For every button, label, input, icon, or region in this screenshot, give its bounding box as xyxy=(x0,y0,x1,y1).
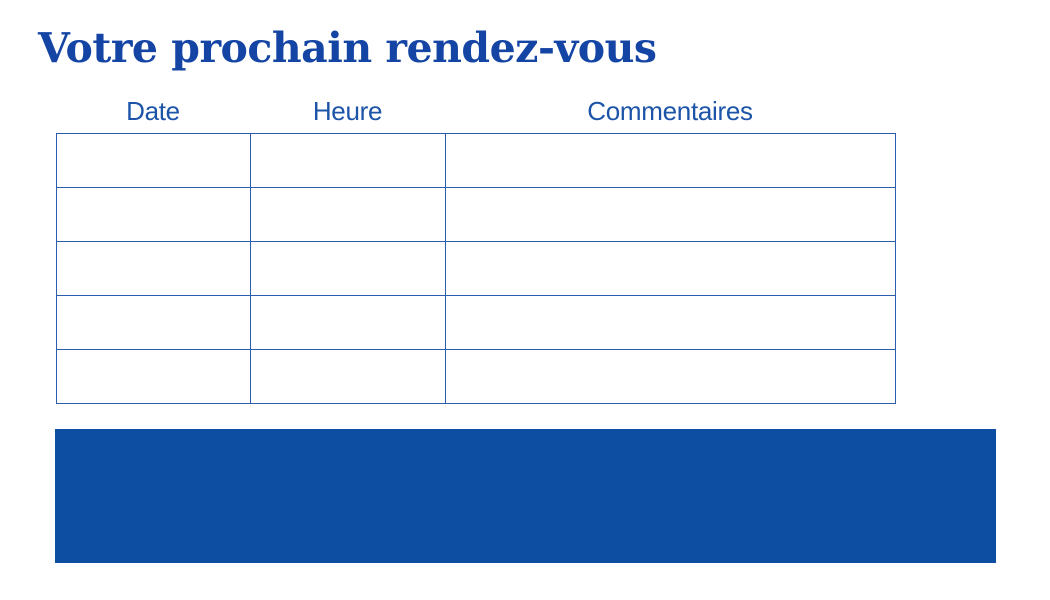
column-header-heure: Heure xyxy=(312,96,383,126)
table-cell-heure xyxy=(250,241,446,296)
table-cell-commentaires xyxy=(445,187,896,242)
column-header-commentaires: Commentaires xyxy=(587,96,753,126)
appointments-table xyxy=(56,133,896,404)
page-title: Votre prochain rendez-vous xyxy=(38,24,657,72)
table-row xyxy=(56,187,896,242)
table-cell-date xyxy=(56,241,251,296)
column-header-date: Date xyxy=(126,96,180,126)
table-cell-heure xyxy=(250,295,446,350)
table-cell-date xyxy=(56,349,251,404)
table-header-row: Date Heure Commentaires xyxy=(56,94,895,128)
table-row xyxy=(56,241,896,296)
appointments-table-body xyxy=(56,133,896,404)
table-cell-commentaires xyxy=(445,295,896,350)
table-cell-date xyxy=(56,133,251,188)
table-cell-heure xyxy=(250,133,446,188)
table-cell-heure xyxy=(250,349,446,404)
table-row xyxy=(56,295,896,350)
table-cell-date xyxy=(56,295,251,350)
bottom-banner xyxy=(55,429,996,563)
table-cell-heure xyxy=(250,187,446,242)
table-cell-commentaires xyxy=(445,241,896,296)
table-cell-date xyxy=(56,187,251,242)
table-cell-commentaires xyxy=(445,349,896,404)
table-row xyxy=(56,133,896,188)
table-row xyxy=(56,349,896,404)
table-cell-commentaires xyxy=(445,133,896,188)
